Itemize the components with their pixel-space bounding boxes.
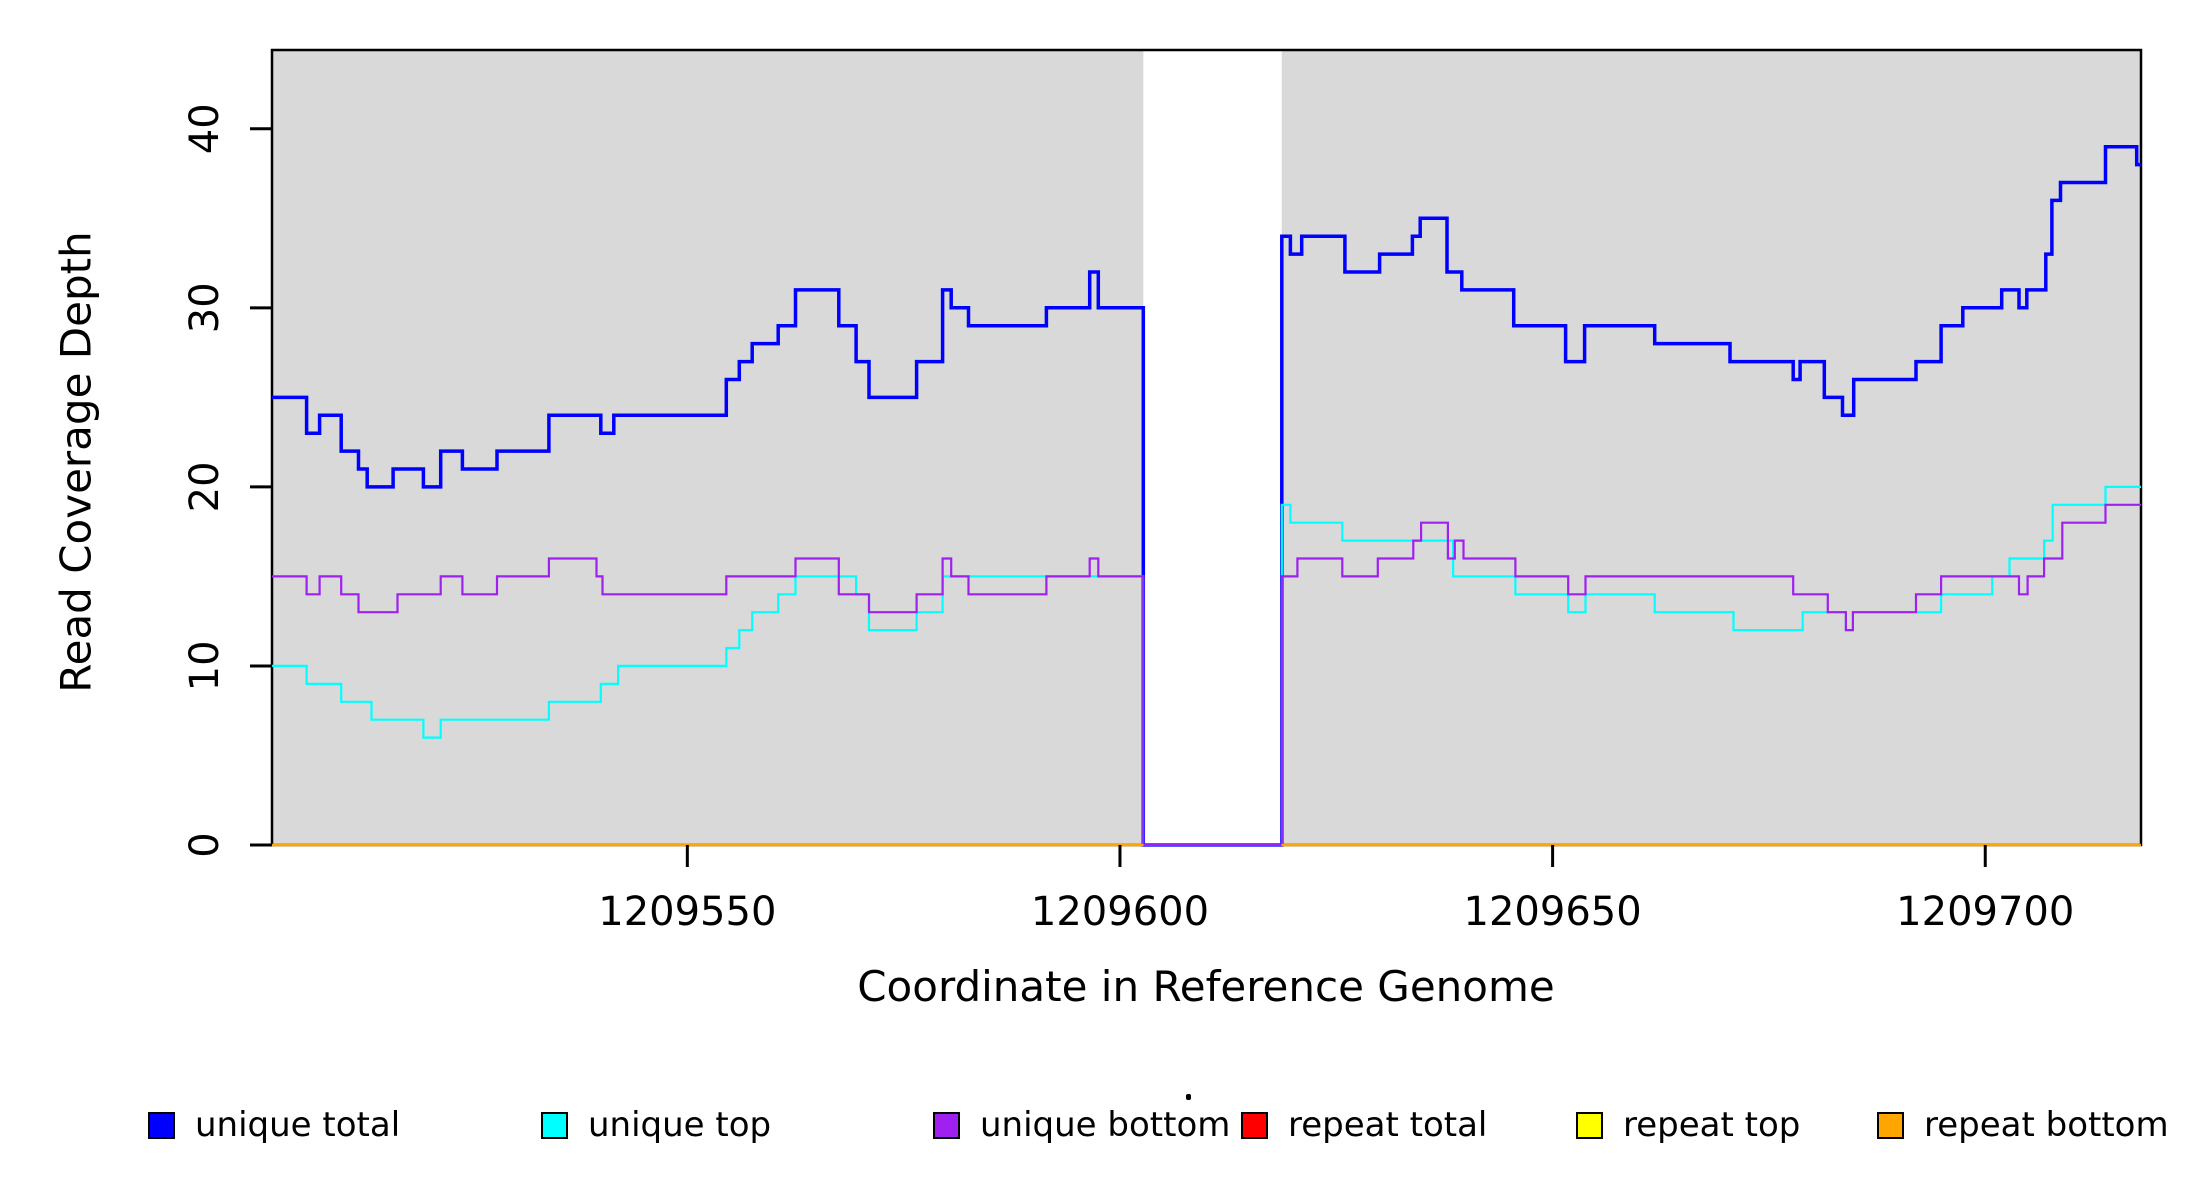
legend-item-unique-total: unique total xyxy=(148,1105,400,1145)
x-tick-label: 1209600 xyxy=(1031,889,1209,935)
legend-item-unique-bottom: unique bottom xyxy=(933,1105,1230,1145)
y-tick-label: 20 xyxy=(182,461,228,512)
legend-item-repeat-top: repeat top xyxy=(1576,1105,1800,1145)
legend-label: unique total xyxy=(195,1105,401,1145)
repeat-top-swatch-icon xyxy=(1576,1111,1603,1139)
x-tick-label: 1209650 xyxy=(1464,889,1642,935)
unique-total-swatch-icon xyxy=(148,1111,175,1139)
legend-item-unique-top: unique top xyxy=(541,1105,771,1145)
y-tick-label: 40 xyxy=(182,103,228,154)
legend-label: unique bottom xyxy=(980,1105,1231,1145)
legend-label: unique top xyxy=(588,1105,772,1145)
y-tick-label: 0 xyxy=(182,832,228,857)
legend-item-repeat-total: repeat total xyxy=(1241,1105,1487,1145)
stray-dot-artifact xyxy=(1186,1094,1191,1100)
y-axis-title: Read Coverage Depth xyxy=(51,231,101,693)
series-unique-bottom-line xyxy=(272,503,2141,847)
x-axis-title: Coordinate in Reference Genome xyxy=(857,962,1555,1011)
legend-label: repeat top xyxy=(1623,1105,1801,1145)
shaded-region xyxy=(272,50,1144,845)
unique-top-swatch-icon xyxy=(541,1111,568,1139)
x-tick-label: 1209700 xyxy=(1896,889,2074,935)
x-tick-label: 1209550 xyxy=(598,889,776,935)
unique-bottom-swatch-icon xyxy=(933,1111,960,1139)
y-tick-label: 30 xyxy=(182,282,228,333)
repeat-bottom-swatch-icon xyxy=(1877,1111,1904,1139)
repeat-total-swatch-icon xyxy=(1241,1111,1268,1139)
legend-item-repeat-bottom: repeat bottom xyxy=(1877,1105,2169,1145)
legend-label: repeat bottom xyxy=(1924,1105,2169,1145)
y-tick-label: 10 xyxy=(182,640,228,691)
shaded-region xyxy=(1281,50,2141,845)
legend-label: repeat total xyxy=(1288,1105,1488,1145)
